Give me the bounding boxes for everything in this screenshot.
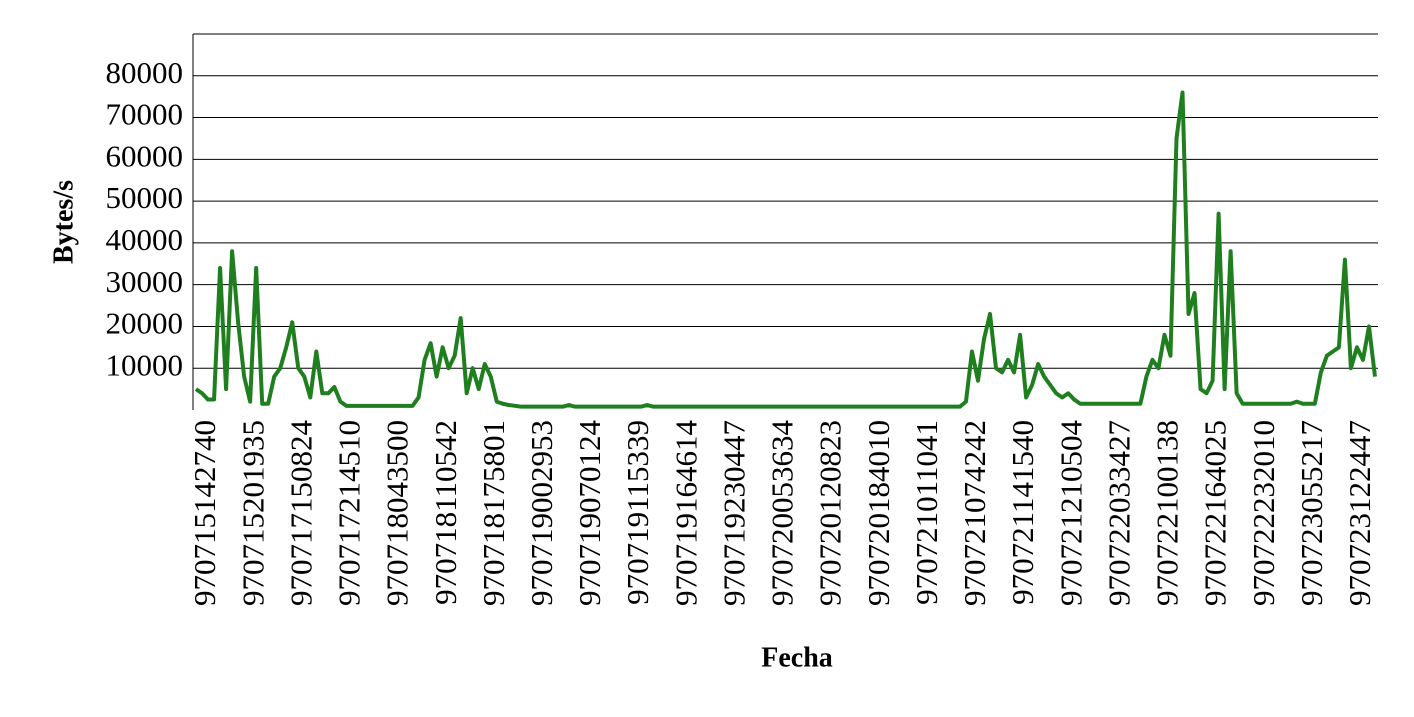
x-tick-label: 970717150824 (283, 420, 318, 607)
x-tick-label: 970723122447 (1342, 420, 1377, 606)
x-tick-label: 970721141540 (1005, 420, 1040, 605)
x-tick-label: 970720053634 (765, 420, 800, 607)
x-tick-label: 970721210504 (1053, 420, 1088, 607)
y-tick-label: 10000 (106, 347, 184, 382)
y-tick-label: 50000 (106, 180, 184, 215)
x-tick-label: 970722232010 (1246, 420, 1281, 606)
x-tick-label: 970715201935 (235, 420, 270, 606)
x-tick-label: 970719002953 (524, 420, 559, 606)
x-tick-label: 970717214510 (332, 420, 367, 606)
x-tick-label: 970723055217 (1294, 420, 1329, 606)
x-tick-label: 970715142740 (187, 420, 222, 606)
x-tick-label: 970719070124 (572, 420, 607, 607)
y-tick-label: 80000 (106, 55, 184, 90)
x-tick-label: 970719230447 (716, 420, 751, 606)
y-tick-label: 70000 (106, 97, 184, 132)
x-tick-label: 970720120823 (813, 420, 848, 606)
x-tick-label: 970718043500 (380, 420, 415, 606)
data-line (194, 90, 1377, 409)
x-tick-label: 970722033427 (1101, 420, 1136, 606)
x-tick-label: 970722100138 (1150, 420, 1185, 606)
y-axis-title: Bytes/s (48, 180, 79, 264)
y-tick-label: 60000 (106, 138, 184, 173)
x-tick-label: 970721074242 (957, 420, 992, 606)
x-tick-label: 970720184010 (861, 420, 896, 606)
x-tick-label: 970718110542 (428, 420, 463, 605)
y-tick-label: 20000 (106, 306, 184, 341)
y-tick-label: 40000 (106, 222, 184, 257)
y-tick-label: 30000 (106, 264, 184, 299)
x-tick-label: 970719164614 (668, 420, 703, 607)
x-tick-label: 970722164025 (1198, 420, 1233, 606)
x-tick-label: 970721011041 (909, 420, 944, 605)
x-tick-label: 970718175801 (476, 420, 511, 606)
x-axis-title: Fecha (761, 642, 833, 673)
x-tick-label: 970719115339 (620, 420, 655, 605)
